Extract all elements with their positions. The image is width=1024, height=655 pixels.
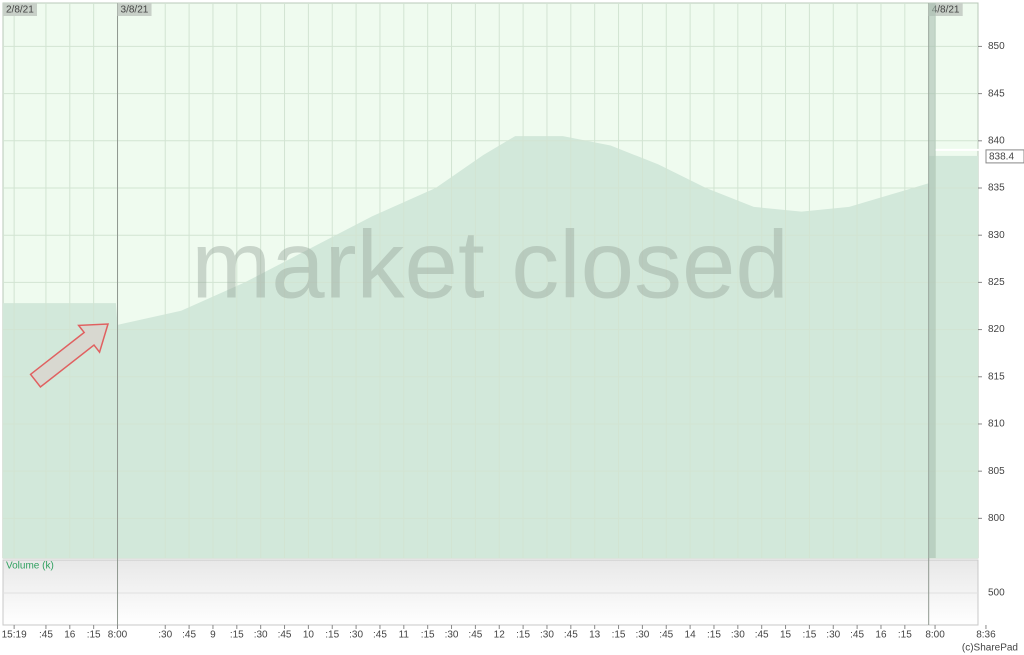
y-tick-label: 850 (988, 41, 1005, 52)
x-tick-label: :45 (850, 630, 864, 641)
x-tick-label: :15 (516, 630, 530, 641)
x-tick-label: :30 (445, 630, 459, 641)
x-tick-label: 13 (589, 630, 601, 641)
x-tick-label: :45 (659, 630, 673, 641)
x-tick-label: :45 (468, 630, 482, 641)
date-tag: 4/8/21 (932, 5, 960, 16)
x-tick-label: :45 (278, 630, 292, 641)
x-tick-label: 8:36 (976, 630, 996, 641)
date-tag-bg (928, 3, 963, 16)
x-tick-label: 15 (780, 630, 792, 641)
watermark: market closed (191, 211, 789, 318)
y-tick-label: 800 (988, 513, 1005, 524)
y-tick-label: 810 (988, 419, 1005, 430)
x-tick-label: 8:00 (925, 630, 945, 641)
x-tick-label: 12 (494, 630, 506, 641)
x-tick-label: :45 (39, 630, 53, 641)
y-tick-label: 815 (988, 371, 1005, 382)
date-tag: 3/8/21 (121, 5, 149, 16)
x-tick-label: :15 (87, 630, 101, 641)
x-tick-label: :15 (707, 630, 721, 641)
x-tick-label: :30 (158, 630, 172, 641)
date-tag: 2/8/21 (6, 5, 34, 16)
x-tick-label: :15 (421, 630, 435, 641)
x-tick-label: :45 (755, 630, 769, 641)
x-tick-label: :30 (826, 630, 840, 641)
y-tick-label: 820 (988, 324, 1005, 335)
x-tick-label: :30 (540, 630, 554, 641)
x-tick-label: :30 (254, 630, 268, 641)
x-tick-label: :15 (230, 630, 244, 641)
x-tick-label: :30 (635, 630, 649, 641)
volume-label: Volume (k) (6, 561, 54, 572)
y-tick-label: 845 (988, 88, 1005, 99)
date-tag-bg (117, 3, 152, 16)
x-tick-label: :30 (731, 630, 745, 641)
x-tick-label: :15 (325, 630, 339, 641)
y-tick-label: 840 (988, 135, 1005, 146)
y-tick-label: 830 (988, 230, 1005, 241)
closed-band (928, 3, 936, 558)
arrow (29, 323, 110, 388)
x-tick-label: :45 (182, 630, 196, 641)
x-tick-label: :15 (898, 630, 912, 641)
x-tick-label: 11 (399, 630, 410, 641)
x-tick-label: 15:19 (2, 630, 27, 641)
x-tick-label: 14 (685, 630, 697, 641)
volume-panel (2, 559, 979, 626)
y-tick-label: 825 (988, 277, 1005, 288)
y-tick-label: 835 (988, 183, 1005, 194)
x-tick-label: :30 (349, 630, 363, 641)
x-tick-label: :15 (612, 630, 626, 641)
after-close-fill (928, 155, 978, 559)
y-tick-label: 500 (988, 588, 1005, 599)
x-tick-label: 16 (64, 630, 76, 641)
x-tick-label: 9 (210, 630, 216, 641)
x-tick-label: 16 (875, 630, 887, 641)
last-price-box (985, 149, 1024, 164)
date-tag-bg (3, 3, 37, 16)
y-tick-label: 805 (988, 466, 1005, 477)
x-tick-label: 8:00 (108, 630, 128, 641)
last-price-label: 838.4 (989, 152, 1014, 163)
x-tick-label: :45 (564, 630, 578, 641)
x-tick-label: :15 (802, 630, 816, 641)
x-tick-label: :45 (373, 630, 387, 641)
area-fill (3, 136, 929, 558)
x-tick-label: 10 (303, 630, 315, 641)
credit: (c)SharePad (962, 643, 1018, 654)
